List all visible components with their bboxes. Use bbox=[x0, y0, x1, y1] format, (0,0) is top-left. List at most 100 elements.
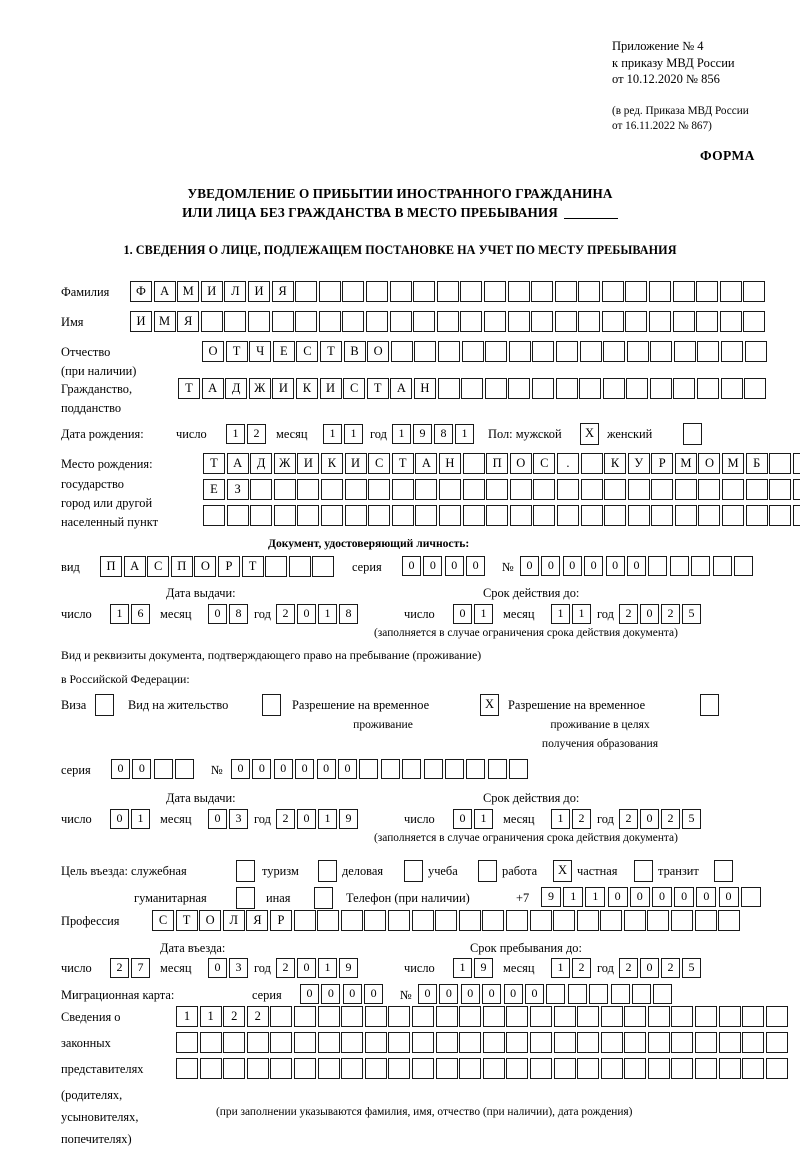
char-box[interactable] bbox=[624, 1058, 647, 1079]
char-box[interactable] bbox=[722, 505, 745, 526]
char-box[interactable] bbox=[462, 505, 485, 526]
char-box[interactable] bbox=[718, 910, 741, 931]
char-box[interactable]: 1 bbox=[474, 604, 493, 624]
char-box[interactable] bbox=[411, 1058, 434, 1079]
char-box[interactable]: П bbox=[486, 453, 509, 474]
char-box[interactable]: П bbox=[100, 556, 122, 577]
char-box[interactable] bbox=[317, 1058, 340, 1079]
char-box[interactable] bbox=[460, 311, 483, 332]
char-box[interactable] bbox=[769, 505, 792, 526]
char-box[interactable] bbox=[438, 479, 461, 500]
char-box[interactable]: У bbox=[627, 453, 650, 474]
char-box[interactable] bbox=[577, 1058, 600, 1079]
char-box[interactable] bbox=[364, 1006, 387, 1027]
char-box[interactable] bbox=[718, 1058, 741, 1079]
char-box[interactable] bbox=[532, 341, 555, 362]
char-box[interactable] bbox=[483, 311, 506, 332]
char-box[interactable] bbox=[462, 453, 485, 474]
char-box[interactable] bbox=[437, 378, 460, 399]
char-box[interactable]: Б bbox=[745, 453, 768, 474]
char-box[interactable]: 9 bbox=[474, 958, 493, 978]
char-box[interactable] bbox=[482, 1058, 505, 1079]
visa-checkbox[interactable] bbox=[95, 694, 114, 716]
char-box[interactable] bbox=[458, 910, 481, 931]
purpose-private-checkbox[interactable] bbox=[634, 860, 653, 882]
char-box[interactable]: И bbox=[319, 378, 342, 399]
char-box[interactable] bbox=[647, 1058, 670, 1079]
char-box[interactable] bbox=[435, 1032, 458, 1053]
char-box[interactable]: 0 bbox=[640, 604, 659, 624]
char-box[interactable] bbox=[359, 759, 379, 779]
char-box[interactable]: 0 bbox=[626, 556, 646, 576]
char-box[interactable] bbox=[579, 378, 602, 399]
char-box[interactable] bbox=[720, 378, 743, 399]
char-box[interactable]: 0 bbox=[453, 809, 472, 829]
char-box[interactable] bbox=[792, 505, 800, 526]
char-box[interactable] bbox=[669, 556, 689, 576]
char-box[interactable]: 2 bbox=[110, 958, 129, 978]
char-box[interactable] bbox=[344, 505, 367, 526]
char-box[interactable] bbox=[553, 1032, 576, 1053]
char-box[interactable]: 2 bbox=[619, 809, 638, 829]
char-box[interactable] bbox=[577, 1032, 600, 1053]
char-box[interactable]: 0 bbox=[402, 556, 421, 576]
char-box[interactable]: И bbox=[272, 378, 295, 399]
char-box[interactable] bbox=[295, 281, 318, 302]
char-box[interactable] bbox=[223, 1032, 246, 1053]
char-box[interactable] bbox=[176, 1032, 198, 1053]
char-box[interactable] bbox=[364, 910, 387, 931]
char-box[interactable] bbox=[199, 1032, 222, 1053]
char-box[interactable] bbox=[600, 1058, 623, 1079]
char-box[interactable] bbox=[342, 281, 365, 302]
char-box[interactable] bbox=[578, 281, 601, 302]
char-box[interactable] bbox=[553, 1006, 576, 1027]
char-box[interactable] bbox=[576, 910, 599, 931]
legal-reps-line-2[interactable] bbox=[176, 1032, 789, 1053]
char-box[interactable]: 0 bbox=[110, 809, 129, 829]
char-box[interactable]: 0 bbox=[439, 984, 459, 1004]
char-box[interactable] bbox=[387, 910, 410, 931]
char-box[interactable] bbox=[506, 1058, 529, 1079]
char-box[interactable] bbox=[769, 453, 792, 474]
char-box[interactable] bbox=[671, 1006, 694, 1027]
char-box[interactable] bbox=[506, 1032, 529, 1053]
char-box[interactable]: В bbox=[343, 341, 366, 362]
char-box[interactable] bbox=[295, 311, 318, 332]
char-box[interactable]: 1 bbox=[474, 809, 493, 829]
char-box[interactable] bbox=[365, 281, 388, 302]
char-box[interactable]: 0 bbox=[584, 556, 604, 576]
char-box[interactable] bbox=[250, 479, 273, 500]
char-box[interactable] bbox=[673, 378, 696, 399]
char-box[interactable]: 9 bbox=[339, 809, 358, 829]
char-box[interactable]: 6 bbox=[131, 604, 150, 624]
char-box[interactable]: 0 bbox=[460, 984, 480, 1004]
char-box[interactable] bbox=[413, 311, 436, 332]
char-box[interactable] bbox=[624, 1006, 647, 1027]
char-box[interactable]: 2 bbox=[619, 958, 638, 978]
char-box[interactable] bbox=[554, 281, 577, 302]
char-box[interactable]: А bbox=[153, 281, 176, 302]
char-box[interactable]: Ф bbox=[130, 281, 152, 302]
char-box[interactable]: 0 bbox=[466, 556, 486, 576]
char-box[interactable] bbox=[580, 505, 603, 526]
char-box[interactable]: Н bbox=[438, 453, 461, 474]
char-box[interactable]: О bbox=[367, 341, 390, 362]
char-box[interactable]: Я bbox=[246, 910, 269, 931]
char-box[interactable]: 1 bbox=[323, 424, 342, 444]
char-box[interactable]: Т bbox=[178, 378, 200, 399]
char-box[interactable]: И bbox=[297, 453, 320, 474]
char-box[interactable] bbox=[317, 1032, 340, 1053]
char-box[interactable]: Ж bbox=[248, 378, 271, 399]
char-box[interactable]: Л bbox=[222, 910, 245, 931]
char-box[interactable] bbox=[271, 311, 294, 332]
char-box[interactable]: 0 bbox=[300, 984, 319, 1004]
char-box[interactable] bbox=[610, 984, 630, 1004]
char-box[interactable]: Н bbox=[413, 378, 436, 399]
char-box[interactable] bbox=[435, 1058, 458, 1079]
char-box[interactable]: 1 bbox=[318, 958, 337, 978]
char-box[interactable]: 0 bbox=[640, 958, 659, 978]
